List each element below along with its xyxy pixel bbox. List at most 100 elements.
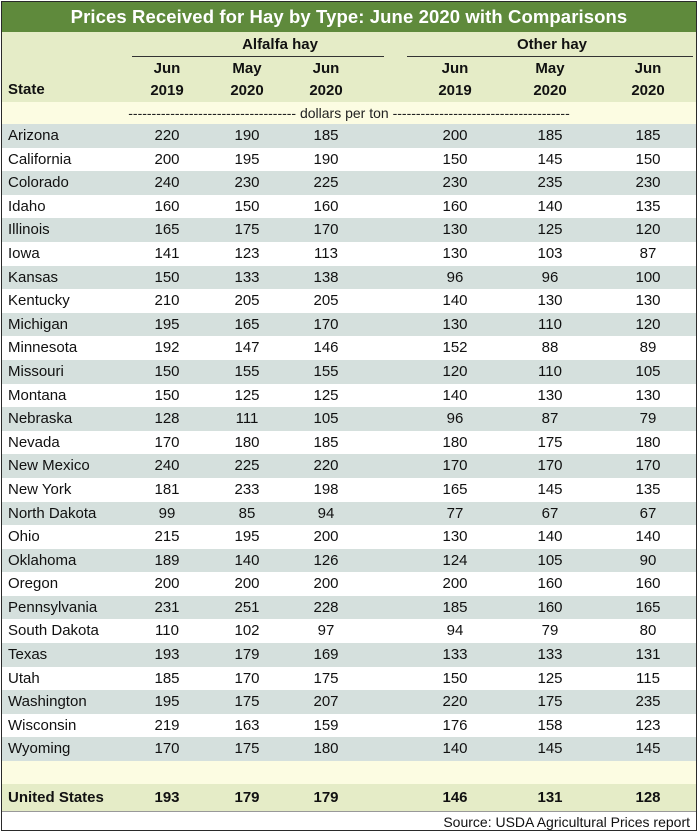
price-cell: 130 — [635, 292, 661, 310]
price-cell: 155 — [234, 362, 260, 380]
table-row: North Dakota 99 85 94 77 67 67 — [2, 501, 696, 526]
price-cell: 145 — [537, 480, 563, 498]
price-cell: 230 — [442, 174, 468, 192]
price-cell: 88 — [541, 339, 559, 357]
price-cell: 195 — [154, 693, 180, 711]
price-cell: 185 — [442, 598, 468, 616]
price-cell: 115 — [636, 669, 660, 687]
price-cell: 96 — [446, 268, 464, 286]
price-cell: 90 — [639, 551, 657, 569]
price-cell: 240 — [154, 457, 180, 475]
table-row: Kansas 150 133 138 96 96 100 — [2, 265, 696, 290]
price-cell: 145 — [537, 150, 563, 168]
state-name: Colorado — [8, 174, 69, 192]
price-cell: 105 — [537, 551, 563, 569]
price-cell: 160 — [537, 575, 563, 593]
price-cell: 150 — [442, 150, 468, 168]
price-cell: 94 — [317, 504, 335, 522]
total-cell: 131 — [537, 789, 563, 807]
price-cell: 228 — [313, 598, 339, 616]
price-cell: 170 — [537, 457, 563, 475]
price-cell: 205 — [234, 292, 260, 310]
price-cell: 200 — [234, 575, 260, 593]
col-year-6: 2020 — [631, 82, 665, 99]
state-name: Wyoming — [8, 740, 71, 758]
price-cell: 133 — [537, 646, 563, 664]
price-cell: 135 — [635, 197, 661, 215]
price-cell: 80 — [639, 622, 657, 640]
price-cell: 170 — [313, 221, 339, 239]
price-cell: 170 — [635, 457, 661, 475]
price-cell: 138 — [313, 268, 339, 286]
price-cell: 198 — [313, 480, 339, 498]
table-row: Ohio 215 195 200 130 140 140 — [2, 525, 696, 549]
price-cell: 120 — [635, 315, 661, 333]
col-year-4: 2019 — [438, 82, 472, 99]
price-cell: 89 — [639, 339, 657, 357]
price-cell: 130 — [537, 292, 563, 310]
price-cell: 193 — [154, 646, 180, 664]
price-cell: 165 — [154, 221, 180, 239]
price-cell: 130 — [442, 244, 468, 262]
price-cell: 103 — [537, 244, 563, 262]
price-cell: 185 — [635, 127, 661, 144]
price-cell: 125 — [537, 669, 563, 687]
col-year-5: 2020 — [533, 82, 567, 99]
price-cell: 200 — [442, 127, 468, 144]
state-name: Missouri — [8, 362, 64, 380]
price-cell: 190 — [234, 127, 260, 144]
price-cell: 113 — [314, 244, 338, 262]
price-cell: 125 — [313, 386, 339, 404]
price-cell: 120 — [635, 221, 661, 239]
price-cell: 133 — [442, 646, 468, 664]
state-name: Nevada — [8, 433, 60, 451]
price-cell: 163 — [234, 716, 260, 734]
price-cell: 220 — [154, 127, 180, 144]
price-cell: 220 — [442, 693, 468, 711]
price-cell: 175 — [313, 669, 339, 687]
price-cell: 120 — [442, 362, 468, 380]
state-name: Iowa — [8, 244, 40, 262]
price-cell: 130 — [442, 315, 468, 333]
state-name: Oregon — [8, 575, 59, 593]
price-cell: 105 — [635, 362, 661, 380]
table-row: Pennsylvania 231 251 228 185 160 165 — [2, 595, 696, 620]
price-cell: 185 — [154, 669, 180, 687]
price-cell: 140 — [234, 551, 260, 569]
price-cell: 230 — [635, 174, 661, 192]
price-cell: 170 — [442, 457, 468, 475]
table-row: California 200 195 190 150 145 150 — [2, 147, 696, 172]
price-cell: 130 — [442, 528, 468, 546]
state-name: Michigan — [8, 315, 69, 333]
state-name: Utah — [8, 669, 40, 687]
price-cell: 124 — [442, 551, 468, 569]
state-column-header: State — [8, 81, 45, 98]
price-cell: 192 — [154, 339, 180, 357]
total-cell: 146 — [442, 789, 468, 807]
price-cell: 100 — [635, 268, 661, 286]
price-cell: 85 — [238, 504, 256, 522]
price-cell: 152 — [442, 339, 468, 357]
spacer-row — [2, 761, 696, 785]
price-cell: 158 — [537, 716, 563, 734]
state-name: Idaho — [8, 197, 46, 215]
price-cell: 96 — [541, 268, 559, 286]
table-row: Arizona 220 190 185 200 185 185 — [2, 124, 696, 148]
price-cell: 150 — [154, 268, 180, 286]
price-cell: 125 — [537, 221, 563, 239]
total-label: United States — [8, 789, 104, 807]
price-cell: 150 — [234, 197, 260, 215]
price-cell: 200 — [313, 528, 339, 546]
source-note: Source: USDA Agricultural Prices report — [2, 811, 696, 830]
price-cell: 79 — [639, 410, 657, 428]
state-name: Oklahoma — [8, 551, 77, 569]
price-cell: 130 — [635, 386, 661, 404]
price-cell: 225 — [313, 174, 339, 192]
price-cell: 185 — [313, 433, 339, 451]
state-name: Illinois — [8, 221, 50, 239]
table-row: Utah 185 170 175 150 125 115 — [2, 666, 696, 691]
state-name: Wisconsin — [8, 716, 77, 734]
price-cell: 170 — [154, 433, 180, 451]
price-cell: 150 — [154, 386, 180, 404]
price-cell: 175 — [234, 740, 260, 758]
